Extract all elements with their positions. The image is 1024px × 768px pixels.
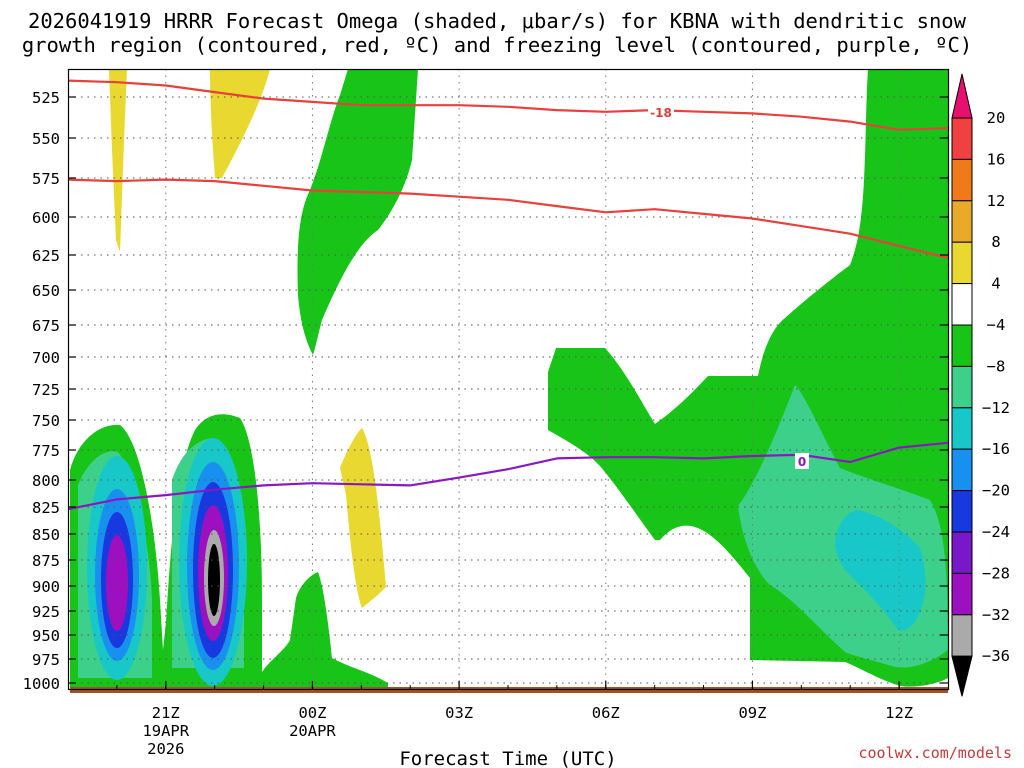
colorbar-tick-label: −8 xyxy=(987,357,1006,375)
colorbar-tick-label: 20 xyxy=(987,109,1006,127)
colorbar-tick-label: −12 xyxy=(982,399,1010,417)
dgz_upper-line xyxy=(68,79,948,131)
colorbar-segment xyxy=(951,283,973,326)
y-tick-label: 550 xyxy=(32,130,60,148)
colorbar-tick-label: 8 xyxy=(991,233,1000,251)
x-tick-label: 06Z xyxy=(592,704,620,722)
dgz_lower-line xyxy=(68,178,948,259)
colorbar-tick-label: −36 xyxy=(982,647,1010,665)
colorbar-tick-label: 16 xyxy=(987,150,1006,168)
colorbar-bottom-arrow xyxy=(951,655,973,697)
y-tick-label: 625 xyxy=(32,247,60,265)
y-axis: 525 550 575 600 625 650 675 700 725 750 775 800 825 8… xyxy=(23,89,948,693)
credit-text: coolwx.com/models xyxy=(858,744,1012,762)
x-tick-date-label: 19APR xyxy=(142,722,189,740)
colorbar-top-arrow xyxy=(951,73,973,119)
freezing-label-box xyxy=(795,453,809,469)
colorbar-segment xyxy=(951,117,973,160)
colorbar-tick-label: −28 xyxy=(982,564,1010,582)
y-tick-label: 825 xyxy=(32,499,60,517)
colorbar-segment xyxy=(951,572,973,616)
x-tick-label: 03Z xyxy=(445,704,473,722)
y-tick-label: 650 xyxy=(32,282,60,300)
colorbar-tick-label: 12 xyxy=(987,192,1006,210)
omega-area-yellow-mid xyxy=(340,428,386,608)
colorbar-segment xyxy=(951,241,973,285)
y-tick-label: 850 xyxy=(32,526,60,544)
y-tick-label: 525 xyxy=(32,89,60,107)
omega-area-green-upper xyxy=(297,69,418,355)
colorbar-tick-label: 4 xyxy=(991,275,1000,293)
colorbar-tick-label: −16 xyxy=(982,440,1010,458)
x-axis-title: Forecast Time (UTC) xyxy=(399,748,616,768)
y-tick-label: 775 xyxy=(32,442,60,460)
x-tick-label: 00Z xyxy=(298,704,326,722)
y-tick-label: 700 xyxy=(32,349,60,367)
plot-frame xyxy=(67,68,950,691)
y-tick-label: 575 xyxy=(32,170,60,188)
colorbar-segment xyxy=(951,448,973,492)
colorbar-tick-label: −32 xyxy=(982,606,1010,624)
chart-title-line-2: growth region (contoured, red, ºC) and f… xyxy=(22,33,972,57)
x-tick-label: 12Z xyxy=(885,704,913,722)
y-tick-label: 600 xyxy=(32,209,60,227)
y-tick-label: 925 xyxy=(32,603,60,621)
colorbar-segment xyxy=(951,324,973,367)
y-tick-label: 875 xyxy=(32,552,60,570)
colorbar-segment xyxy=(951,158,973,202)
freezing-contour-label: 0 xyxy=(798,455,806,469)
dgz-contour-label: -18 xyxy=(650,106,672,120)
y-tick-label: 975 xyxy=(32,651,60,669)
y-tick-label: 750 xyxy=(32,412,60,430)
y-tick-label: 950 xyxy=(32,627,60,645)
colorbar-segment xyxy=(951,200,973,243)
colorbar-segment xyxy=(951,365,973,409)
x-tick-label: 21Z xyxy=(152,704,180,722)
colorbar-tick-label: −4 xyxy=(987,316,1006,334)
colorbar-segment xyxy=(951,407,973,450)
y-tick-label: 900 xyxy=(32,578,60,596)
chart-title-line-1: 2026041919 HRRR Forecast Omega (shaded, … xyxy=(28,9,967,33)
y-tick-label: 1000 xyxy=(23,675,60,693)
omega-area-cyan-far-right xyxy=(835,510,926,631)
colorbar-segment xyxy=(951,490,973,533)
x-tick-date-label: 20APR xyxy=(289,722,336,740)
colorbar-segment xyxy=(951,531,973,574)
dgz-label-box xyxy=(648,104,674,120)
x-tick-label: 09Z xyxy=(738,704,766,722)
omega-area-yellow-top-left xyxy=(109,69,127,252)
colorbar: 20 16 12 8 4 −4 −8 −12 −16 −20 −24 −28 −32 −36 xyxy=(951,73,1010,697)
colorbar-tick-label: −24 xyxy=(982,523,1010,541)
omega-shading xyxy=(70,69,948,689)
omega-area-yellow-top-mid xyxy=(210,69,270,178)
colorbar-segment xyxy=(951,614,973,657)
y-tick-label: 675 xyxy=(32,317,60,335)
x-tick-year-label: 2026 xyxy=(147,740,184,758)
colorbar-tick-label: −20 xyxy=(982,482,1010,500)
omega-core-violet-left xyxy=(106,535,128,631)
omega-core-black-right xyxy=(208,544,220,616)
contour-labels: -18 0 xyxy=(648,104,809,469)
y-tick-label: 800 xyxy=(32,472,60,490)
y-tick-label: 725 xyxy=(32,381,60,399)
